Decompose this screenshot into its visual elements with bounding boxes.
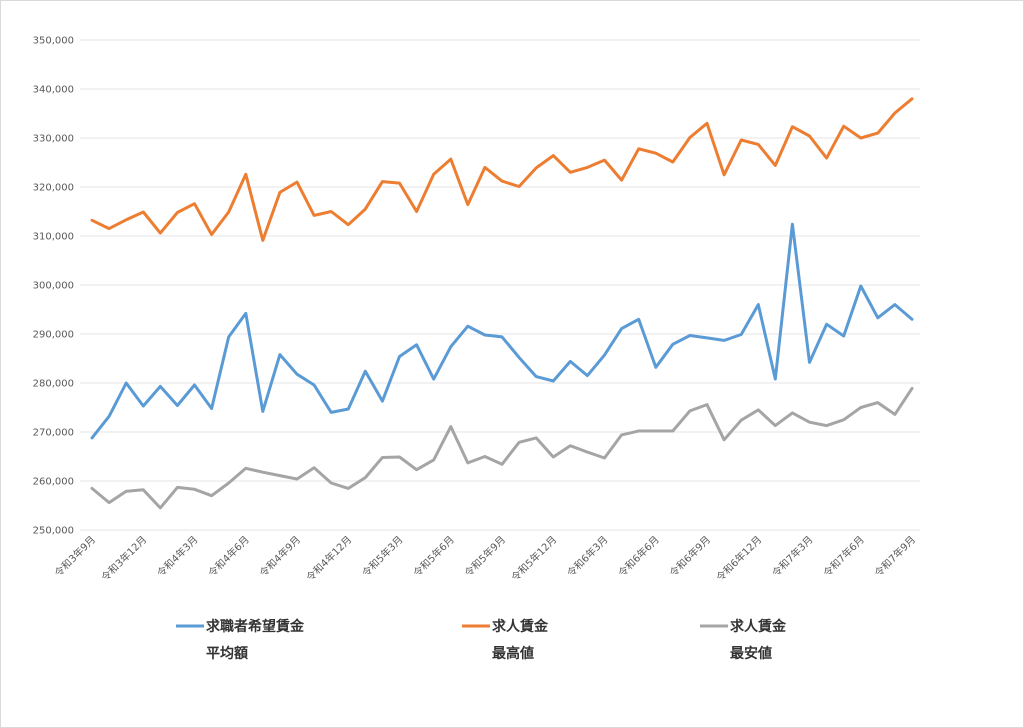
legend-label-line2: 最安値 [730,645,772,662]
y-tick-label: 330,000 [33,134,74,145]
y-tick-label: 300,000 [33,281,74,292]
y-tick-label: 350,000 [33,36,74,47]
legend-label: 求人賃金 [730,618,787,635]
legend-label-line2: 平均額 [206,645,248,662]
legend-label: 求人賃金 [492,618,549,635]
y-tick-label: 280,000 [33,379,74,390]
series-line-3 [90,386,914,510]
y-tick-label: 290,000 [33,330,74,341]
legend-label-line2: 最高値 [492,645,534,662]
y-tick-label: 270,000 [33,428,74,439]
y-tick-label: 320,000 [33,183,74,194]
y-tick-label: 250,000 [33,526,74,537]
series-line-1 [90,222,914,440]
y-tick-label: 340,000 [33,85,74,96]
gridlines [80,39,920,531]
legend-label: 求職者希望賃金 [206,618,305,635]
series-lines [90,97,914,510]
series-line-2 [90,97,914,242]
y-axis-ticks: 250,000 260,000 270,000 280,000 290,000 300,0… [33,36,74,537]
y-tick-label: 260,000 [33,477,74,488]
y-tick-label: 310,000 [33,232,74,243]
